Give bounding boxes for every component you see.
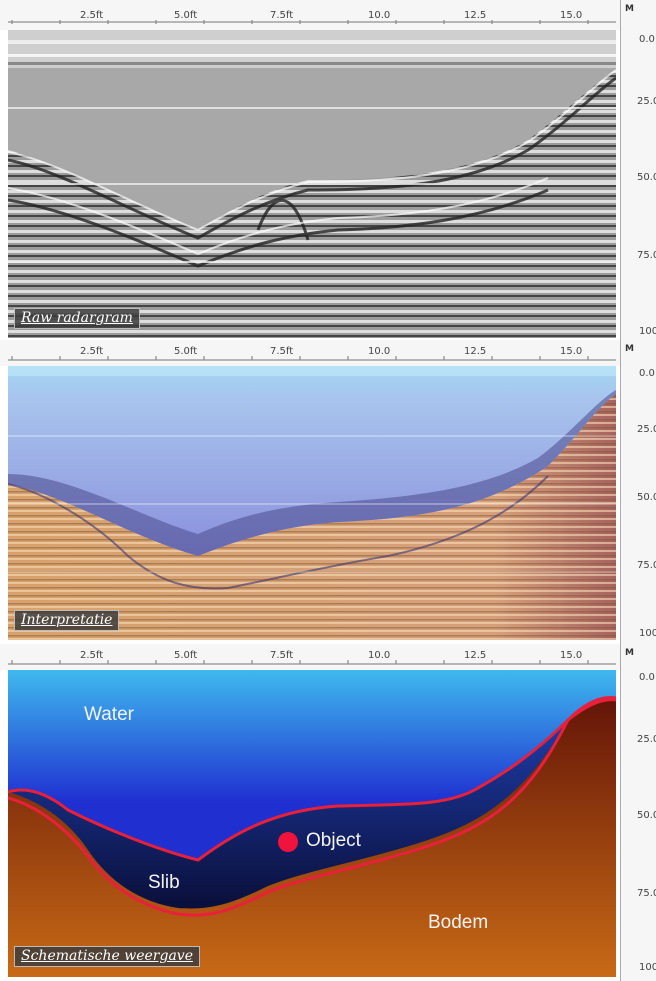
x-tick-label: 2.5ft bbox=[80, 346, 104, 357]
y-tick-label: 100 bbox=[639, 962, 656, 973]
schematic-image bbox=[8, 670, 616, 977]
y-tick-label: 100 bbox=[639, 326, 656, 337]
x-tick-label: 10.0 bbox=[368, 346, 391, 357]
x-axis-ruler: 2.5ft 5.0ft 7.5ft 10.0 12.5 15.0 bbox=[0, 644, 620, 670]
y-tick-label: 25.0 bbox=[637, 96, 656, 107]
water-region bbox=[8, 670, 616, 860]
y-axis-unit: M bbox=[625, 648, 634, 658]
panel-raw-radargram: 2.5ft 5.0ft 7.5ft 10.0 12.5 15.0 M 0.0 2… bbox=[0, 0, 656, 340]
x-axis-ticks-graphic bbox=[8, 356, 616, 361]
y-tick-label: 100 bbox=[639, 628, 656, 639]
x-axis-ticks-graphic bbox=[8, 660, 616, 665]
x-axis-ticks-graphic bbox=[8, 20, 616, 24]
y-axis-ruler: M 0.0 25.0 50.0 75.0 100 bbox=[620, 644, 656, 981]
y-axis-ruler: M 0.0 25.0 50.0 75.0 100 bbox=[620, 340, 656, 644]
x-tick-label: 10.0 bbox=[368, 10, 391, 21]
raw-radargram-image bbox=[8, 30, 616, 338]
label-water: Water bbox=[84, 704, 134, 725]
y-tick-label: 25.0 bbox=[637, 734, 656, 745]
y-tick-label: 0.0 bbox=[639, 368, 655, 379]
y-tick-label: 25.0 bbox=[637, 424, 656, 435]
x-tick-label: 10.0 bbox=[368, 650, 391, 661]
panel-schematic: 2.5ft 5.0ft 7.5ft 10.0 12.5 15.0 M 0.0 2… bbox=[0, 644, 656, 981]
y-tick-label: 75.0 bbox=[637, 888, 656, 899]
y-tick-label: 50.0 bbox=[637, 810, 656, 821]
y-tick-label: 50.0 bbox=[637, 492, 656, 503]
x-tick-label: 12.5 bbox=[464, 650, 487, 661]
object-marker bbox=[278, 832, 298, 852]
x-tick-label: 7.5ft bbox=[270, 10, 294, 21]
y-tick-label: 75.0 bbox=[637, 250, 656, 261]
x-tick-label: 7.5ft bbox=[270, 346, 294, 357]
x-axis-ruler: 2.5ft 5.0ft 7.5ft 10.0 12.5 15.0 bbox=[0, 0, 620, 30]
x-tick-label: 15.0 bbox=[560, 10, 583, 21]
x-tick-label: 5.0ft bbox=[174, 10, 198, 21]
slib-bodem-boundary bbox=[8, 696, 616, 917]
x-tick-label: 2.5ft bbox=[80, 650, 104, 661]
y-axis-ruler: M 0.0 25.0 50.0 75.0 100 bbox=[620, 0, 656, 340]
label-object: Object bbox=[306, 830, 361, 851]
x-tick-label: 7.5ft bbox=[270, 650, 294, 661]
x-tick-label: 12.5 bbox=[464, 346, 487, 357]
panel-caption: Schematische weergave bbox=[14, 946, 200, 967]
x-axis-ruler: 2.5ft 5.0ft 7.5ft 10.0 12.5 15.0 bbox=[0, 340, 620, 366]
x-tick-label: 12.5 bbox=[464, 10, 487, 21]
label-bodem: Bodem bbox=[428, 912, 489, 933]
x-tick-label: 5.0ft bbox=[174, 346, 198, 357]
x-tick-label: 15.0 bbox=[560, 346, 583, 357]
y-tick-label: 0.0 bbox=[639, 672, 655, 683]
panel-caption: Interpretatie bbox=[14, 610, 120, 631]
y-tick-label: 75.0 bbox=[637, 560, 656, 571]
y-axis-unit: M bbox=[625, 344, 634, 354]
x-tick-label: 2.5ft bbox=[80, 10, 104, 21]
label-slib: Slib bbox=[148, 872, 180, 893]
y-tick-label: 50.0 bbox=[637, 172, 656, 183]
panel-interpretation: 2.5ft 5.0ft 7.5ft 10.0 12.5 15.0 M 0.0 2… bbox=[0, 340, 656, 644]
y-axis-unit: M bbox=[625, 4, 634, 14]
x-tick-label: 15.0 bbox=[560, 650, 583, 661]
y-tick-label: 0.0 bbox=[639, 34, 655, 45]
panel-caption: Raw radargram bbox=[14, 308, 140, 329]
water-slib-boundary bbox=[8, 698, 616, 862]
interpretation-image bbox=[8, 366, 616, 640]
x-tick-label: 5.0ft bbox=[174, 650, 198, 661]
